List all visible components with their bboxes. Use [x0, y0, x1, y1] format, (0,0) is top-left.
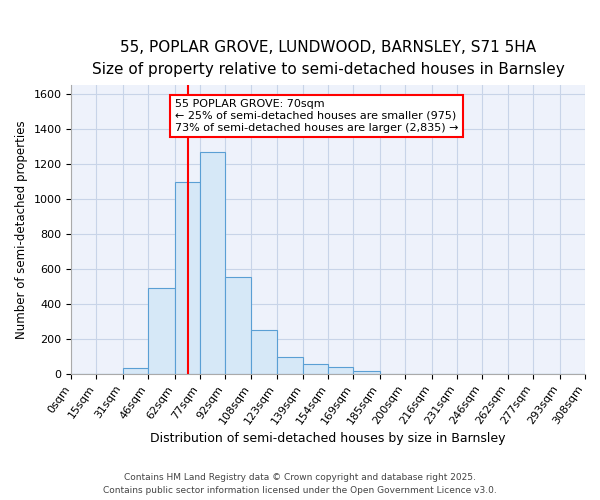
Bar	[353, 370, 380, 374]
Bar	[328, 367, 353, 374]
Bar	[148, 288, 175, 374]
Text: Contains HM Land Registry data © Crown copyright and database right 2025.
Contai: Contains HM Land Registry data © Crown c…	[103, 474, 497, 495]
Bar	[123, 368, 148, 374]
Bar	[200, 152, 225, 374]
Bar	[225, 277, 251, 374]
X-axis label: Distribution of semi-detached houses by size in Barnsley: Distribution of semi-detached houses by …	[151, 432, 506, 445]
Y-axis label: Number of semi-detached properties: Number of semi-detached properties	[15, 120, 28, 339]
Title: 55, POPLAR GROVE, LUNDWOOD, BARNSLEY, S71 5HA
Size of property relative to semi-: 55, POPLAR GROVE, LUNDWOOD, BARNSLEY, S7…	[92, 40, 565, 77]
Text: 55 POPLAR GROVE: 70sqm
← 25% of semi-detached houses are smaller (975)
73% of se: 55 POPLAR GROVE: 70sqm ← 25% of semi-det…	[175, 100, 458, 132]
Bar	[277, 358, 303, 374]
Bar	[175, 182, 200, 374]
Bar	[303, 364, 328, 374]
Bar	[251, 330, 277, 374]
